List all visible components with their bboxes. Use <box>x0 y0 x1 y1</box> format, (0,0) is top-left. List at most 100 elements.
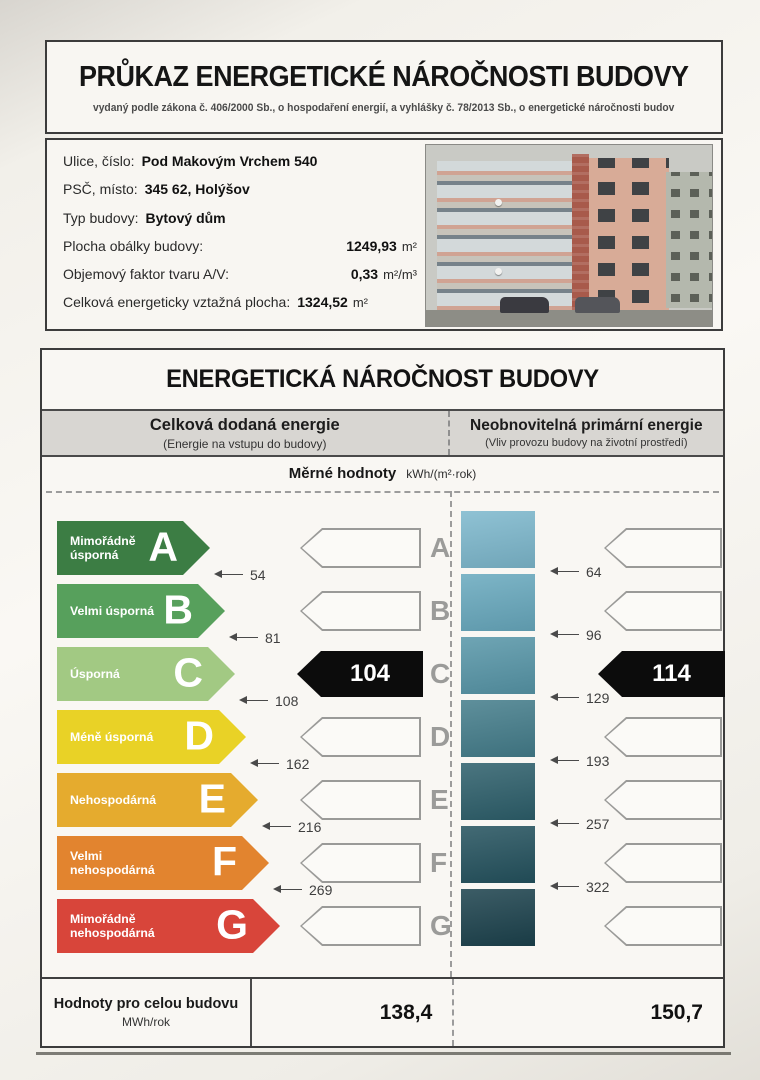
threshold-delivered: 216 <box>262 819 321 835</box>
primary-scale-band-c <box>461 637 535 694</box>
satellite-dish <box>494 199 502 207</box>
primary-scale-band-e <box>461 763 535 820</box>
info-row-city: PSČ, místo: 345 62, Holýšov <box>63 181 250 198</box>
threshold-primary: 322 <box>550 879 609 895</box>
class-f-arrow: Velmi nehospodárná F <box>57 836 269 890</box>
energy-class-row-b: Velmi úsporná B 81 B 96 <box>42 574 723 646</box>
delivered-energy-rating-pointer: 104 <box>297 651 423 697</box>
satellite-dish <box>494 268 502 276</box>
slot-letter: D <box>430 721 451 752</box>
slot-letter: B <box>430 595 451 626</box>
class-e-arrow: Nehospodárná E <box>57 773 258 827</box>
slot-letter: F <box>430 847 448 878</box>
building-brick-stripe <box>571 154 590 310</box>
energy-class-row-g: Mimořádně nehospodárná G G <box>42 889 723 953</box>
primary-scale-band-f <box>461 826 535 883</box>
primary-scale-band-b <box>461 574 535 631</box>
building-photo <box>425 144 713 327</box>
street <box>426 309 712 326</box>
delivered-pointer-slot-a <box>300 528 421 568</box>
certificate-header: PRŮKAZ ENERGETICKÉ NÁROČNOSTI BUDOVY vyd… <box>45 40 723 134</box>
threshold-arrow-icon <box>262 823 291 830</box>
primary-pointer-slot-d <box>604 717 722 757</box>
primary-total-value: 150,7 <box>650 1000 703 1024</box>
info-row-street: Ulice, číslo: Pod Makovým Vrchem 540 <box>63 153 318 169</box>
primary-pointer-slot-g <box>604 906 722 946</box>
divider <box>46 491 719 493</box>
threshold-arrow-icon <box>250 760 279 767</box>
class-b-arrow: Velmi úsporná B <box>57 584 225 638</box>
threshold-arrow-icon <box>550 883 579 890</box>
threshold-arrow-icon <box>239 697 268 704</box>
class-a-arrow: Mimořádně úsporná A <box>57 521 210 575</box>
chart-area: Mimořádně úsporná A 54 A 64 Velmi úsporn… <box>42 491 725 977</box>
energy-class-row-e: Nehospodárná E 216 E 257 <box>42 763 723 835</box>
delivered-pointer-slot-e <box>300 780 421 820</box>
energy-class-row-a: Mimořádně úsporná A 54 A 64 <box>42 511 723 583</box>
threshold-delivered: 108 <box>239 693 298 709</box>
document-subtitle: vydaný podle zákona č. 406/2000 Sb., o h… <box>93 101 675 114</box>
primary-scale-band-d <box>461 700 535 757</box>
threshold-delivered: 269 <box>273 882 332 898</box>
info-row-volume-factor: Objemový faktor tvaru A/V: 0,33 m²/m³ <box>63 266 417 283</box>
delivered-pointer-slot-g <box>300 906 421 946</box>
delivered-pointer-slot-d <box>300 717 421 757</box>
slot-letter: E <box>430 784 449 815</box>
threshold-delivered: 81 <box>229 630 281 646</box>
delivered-pointer-slot-f <box>300 843 421 883</box>
info-row-reference-area: Celková energeticky vztažná plocha: 1324… <box>63 294 369 311</box>
class-g-arrow: Mimořádně nehospodárná G <box>57 899 280 953</box>
threshold-primary: 96 <box>550 627 602 643</box>
totals-delivered-cell: 138,4 <box>252 979 454 1046</box>
slot-letter: C <box>430 658 451 689</box>
class-c-arrow: Úsporná C <box>57 647 235 701</box>
threshold-arrow-icon <box>273 886 302 893</box>
threshold-primary: 257 <box>550 816 609 832</box>
threshold-arrow-icon <box>229 634 258 641</box>
info-row-type: Typ budovy: Bytový dům <box>63 209 226 226</box>
slot-letter: A <box>430 532 451 563</box>
delivered-total-value: 138,4 <box>379 1000 433 1024</box>
threshold-delivered: 162 <box>250 756 309 772</box>
primary-energy-header: Neobnovitelná primární energie (Vliv pro… <box>447 411 723 455</box>
threshold-arrow-icon <box>550 820 579 827</box>
energy-rating-chart: ENERGETICKÁ NÁROČNOST BUDOVY Celková dod… <box>36 348 731 1055</box>
parked-car <box>500 297 549 314</box>
threshold-arrow-icon <box>550 631 579 638</box>
delivered-pointer-slot-b <box>300 591 421 631</box>
chart-column-headers: Celková dodaná energie (Energie na vstup… <box>42 409 723 457</box>
class-d-arrow: Méně úsporná D <box>57 710 246 764</box>
threshold-primary: 64 <box>550 564 602 580</box>
delivered-energy-header: Celková dodaná energie (Energie na vstup… <box>149 415 340 451</box>
whole-building-totals: Hodnoty pro celou budovu MWh/rok 138,4 1… <box>42 977 723 1046</box>
threshold-arrow-icon <box>214 571 243 578</box>
neighbor-building <box>666 172 712 308</box>
threshold-primary: 193 <box>550 753 609 769</box>
primary-energy-rating-pointer: 114 <box>598 651 725 697</box>
building-main-facade <box>589 157 670 310</box>
building-info-box: Ulice, číslo: Pod Makovým Vrchem 540 PSČ… <box>45 138 723 331</box>
column-separator <box>450 491 452 977</box>
primary-scale-band-a <box>461 511 535 568</box>
building-balcony-facade <box>437 161 572 310</box>
primary-pointer-slot-a <box>604 528 722 568</box>
info-row-envelope-area: Plocha obálky budovy: 1249,93 m² <box>63 237 417 254</box>
threshold-arrow-icon <box>550 694 579 701</box>
totals-primary-cell: 150,7 <box>454 979 723 1046</box>
threshold-primary: 129 <box>550 690 609 706</box>
totals-label-cell: Hodnoty pro celou budovu MWh/rok <box>42 979 252 1046</box>
chart-title: ENERGETICKÁ NÁROČNOST BUDOVY <box>166 365 599 393</box>
primary-pointer-slot-e <box>604 780 722 820</box>
primary-pointer-slot-f <box>604 843 722 883</box>
slot-letter: G <box>430 910 452 941</box>
energy-class-row-d: Méně úsporná D 162 D 193 <box>42 700 723 772</box>
threshold-arrow-icon <box>550 568 579 575</box>
parked-car <box>574 297 621 314</box>
threshold-delivered: 54 <box>214 567 266 583</box>
energy-class-row-f: Velmi nehospodárná F 269 F 322 <box>42 826 723 898</box>
units-row: Měrné hodnoty kWh/(m²·rok) <box>288 465 477 482</box>
building-info-table: Ulice, číslo: Pod Makovým Vrchem 540 PSČ… <box>63 153 435 323</box>
primary-pointer-slot-b <box>604 591 722 631</box>
threshold-arrow-icon <box>550 757 579 764</box>
energy-class-row-c: Úsporná C 108 104 C 129 114 <box>42 637 725 709</box>
